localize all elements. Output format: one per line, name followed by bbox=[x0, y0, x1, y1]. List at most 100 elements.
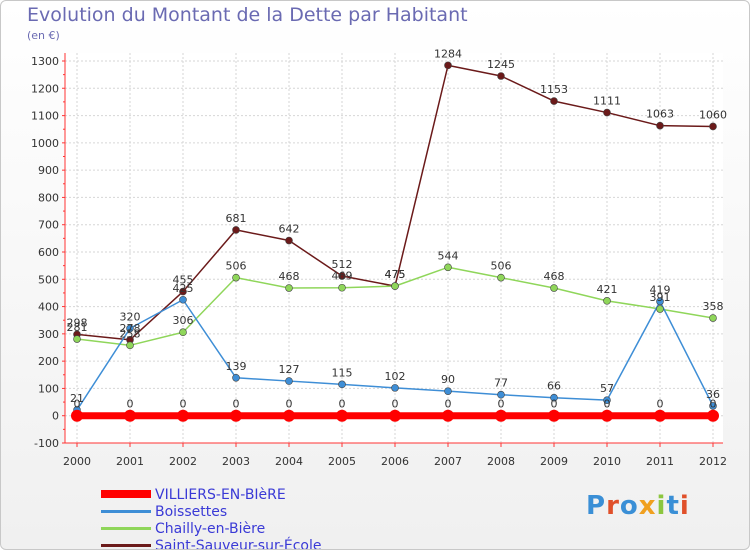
data-label: 506 bbox=[491, 260, 512, 273]
data-point bbox=[550, 393, 558, 402]
x-tick-label: 2011 bbox=[646, 455, 674, 468]
plot-background bbox=[65, 53, 723, 443]
logo-letter: x bbox=[638, 491, 657, 521]
data-point bbox=[73, 335, 81, 343]
data-label: 1063 bbox=[646, 108, 674, 121]
data-point bbox=[497, 390, 505, 399]
y-tick-label: 400 bbox=[38, 301, 59, 314]
data-label: 468 bbox=[279, 270, 300, 283]
logo-letter: o bbox=[619, 491, 639, 521]
data-label: 1284 bbox=[434, 47, 462, 60]
data-label: 0 bbox=[498, 398, 505, 411]
data-point bbox=[709, 122, 717, 131]
x-tick-label: 2010 bbox=[593, 455, 621, 468]
data-point bbox=[709, 402, 717, 410]
data-label: 1111 bbox=[593, 95, 621, 108]
data-point bbox=[285, 377, 293, 385]
legend-label: Chailly-en-Bière bbox=[155, 521, 265, 537]
y-tick-label: 1200 bbox=[31, 82, 59, 95]
data-label: 1060 bbox=[699, 108, 727, 121]
data-label: 0 bbox=[339, 398, 346, 411]
x-tick-label: 2001 bbox=[116, 455, 144, 468]
data-point bbox=[442, 409, 454, 422]
data-label: 506 bbox=[226, 260, 247, 273]
logo-letter: P bbox=[586, 491, 607, 521]
data-point bbox=[179, 295, 187, 304]
data-label: 298 bbox=[67, 316, 88, 329]
logo-letter: r bbox=[606, 491, 620, 521]
chart-unit: (en €) bbox=[27, 29, 60, 42]
data-label: 90 bbox=[441, 373, 455, 386]
data-point bbox=[124, 409, 136, 422]
logo-letter: t bbox=[666, 491, 680, 521]
y-tick-label: 600 bbox=[38, 246, 59, 259]
data-label: 21 bbox=[70, 392, 84, 405]
data-point bbox=[656, 305, 664, 313]
x-tick-label: 2009 bbox=[540, 455, 568, 468]
data-point bbox=[656, 121, 664, 130]
data-label: 0 bbox=[551, 398, 558, 411]
x-tick-label: 2006 bbox=[381, 455, 409, 468]
y-tick-label: 1100 bbox=[31, 110, 59, 123]
data-label: 36 bbox=[706, 388, 720, 401]
data-point bbox=[126, 341, 134, 350]
data-point bbox=[232, 226, 240, 234]
legend-swatch bbox=[101, 544, 151, 547]
logo-letter: i bbox=[656, 491, 667, 521]
data-label: 421 bbox=[597, 283, 618, 296]
data-label: 419 bbox=[650, 283, 671, 296]
data-label: 281 bbox=[67, 321, 88, 334]
data-point bbox=[338, 380, 346, 389]
y-tick-label: 1000 bbox=[31, 137, 59, 150]
legend-swatch bbox=[101, 490, 151, 498]
data-label: 468 bbox=[544, 270, 565, 283]
data-label: 77 bbox=[494, 377, 508, 390]
data-point bbox=[391, 282, 399, 290]
data-point bbox=[444, 387, 452, 395]
y-tick-label: 500 bbox=[38, 273, 59, 286]
x-tick-label: 2005 bbox=[328, 455, 356, 468]
data-point bbox=[601, 409, 613, 422]
data-point bbox=[177, 409, 189, 422]
data-point bbox=[179, 328, 187, 337]
y-tick-label: -100 bbox=[34, 437, 59, 450]
data-point bbox=[230, 409, 242, 422]
data-point bbox=[444, 263, 452, 272]
data-point bbox=[338, 283, 346, 292]
data-point bbox=[338, 272, 346, 280]
data-label: 306 bbox=[173, 314, 194, 327]
y-tick-label: 900 bbox=[38, 164, 59, 177]
data-label: 278 bbox=[120, 322, 141, 335]
data-label: 681 bbox=[226, 212, 247, 225]
data-point bbox=[656, 297, 664, 306]
data-label: 0 bbox=[657, 398, 664, 411]
data-point bbox=[285, 236, 293, 245]
data-point bbox=[709, 314, 717, 322]
data-label: 115 bbox=[332, 366, 353, 379]
legend-label: VILLIERS-EN-BIèRE bbox=[155, 487, 286, 503]
data-point bbox=[71, 409, 83, 422]
data-point bbox=[550, 284, 558, 292]
data-point bbox=[179, 287, 187, 296]
data-label: 0 bbox=[74, 398, 81, 411]
data-label: 475 bbox=[385, 268, 406, 281]
data-label: 512 bbox=[332, 258, 353, 271]
data-label: 0 bbox=[445, 398, 452, 411]
data-point bbox=[497, 273, 505, 282]
data-label: 391 bbox=[650, 291, 671, 304]
data-point bbox=[126, 324, 134, 333]
data-label: 102 bbox=[385, 370, 406, 383]
x-tick-label: 2002 bbox=[169, 455, 197, 468]
x-tick-label: 2007 bbox=[434, 455, 462, 468]
data-point bbox=[283, 409, 295, 422]
y-tick-label: 0 bbox=[52, 410, 59, 423]
data-label: 320 bbox=[120, 310, 141, 323]
data-label: 544 bbox=[438, 249, 459, 262]
legend-swatch bbox=[101, 510, 151, 513]
data-point bbox=[707, 409, 719, 422]
x-tick-label: 2008 bbox=[487, 455, 515, 468]
y-tick-label: 300 bbox=[38, 328, 59, 341]
data-point bbox=[444, 61, 452, 70]
data-point bbox=[550, 97, 558, 105]
data-point bbox=[497, 72, 505, 80]
